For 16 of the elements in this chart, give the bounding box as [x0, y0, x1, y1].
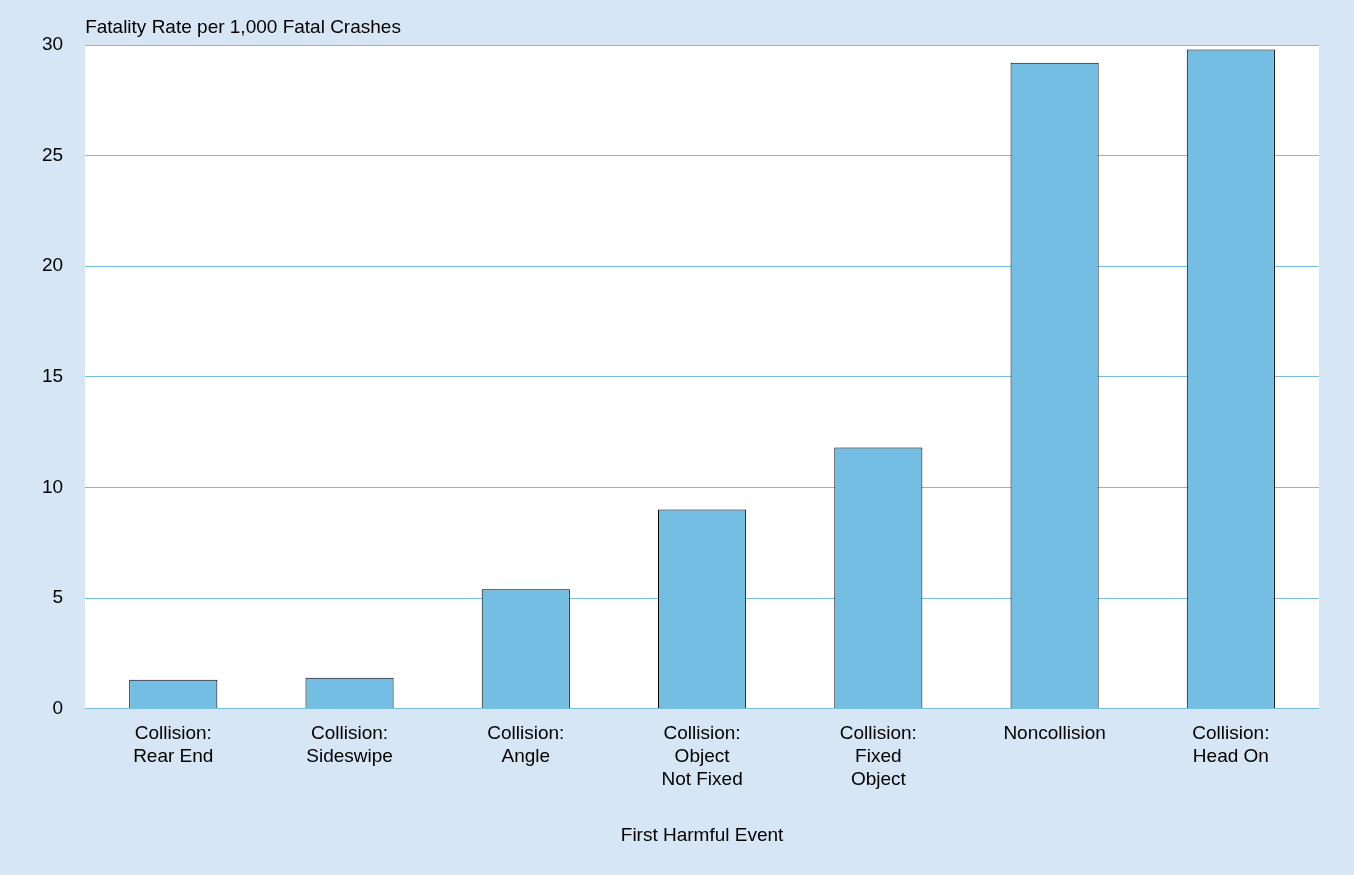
y-tick-label: 20 [41, 254, 64, 276]
x-tick-label: Collision: Fixed Object [839, 722, 917, 789]
x-tick-label: Collision: Rear End [133, 722, 214, 767]
y-tick-label: 5 [52, 586, 64, 608]
x-tick-label: Collision: Head On [1192, 722, 1270, 767]
x-axis-title: First Harmful Event [620, 823, 785, 845]
y-tick-label: 0 [52, 696, 64, 718]
x-tick-label: Collision: Object Not Fixed [661, 722, 743, 789]
x-tick-label: Collision: Sideswipe [306, 722, 393, 767]
y-tick-label: 15 [41, 365, 64, 387]
y-tick-label: 10 [41, 475, 64, 497]
y-axis-title: Fatality Rate per 1,000 Fatal Crashes [85, 15, 401, 37]
y-tick-label: 30 [41, 33, 64, 55]
y-tick-label: 25 [41, 143, 64, 165]
x-tick-label: Collision: Angle [487, 722, 565, 767]
x-tick-label: Noncollision [1003, 722, 1106, 744]
